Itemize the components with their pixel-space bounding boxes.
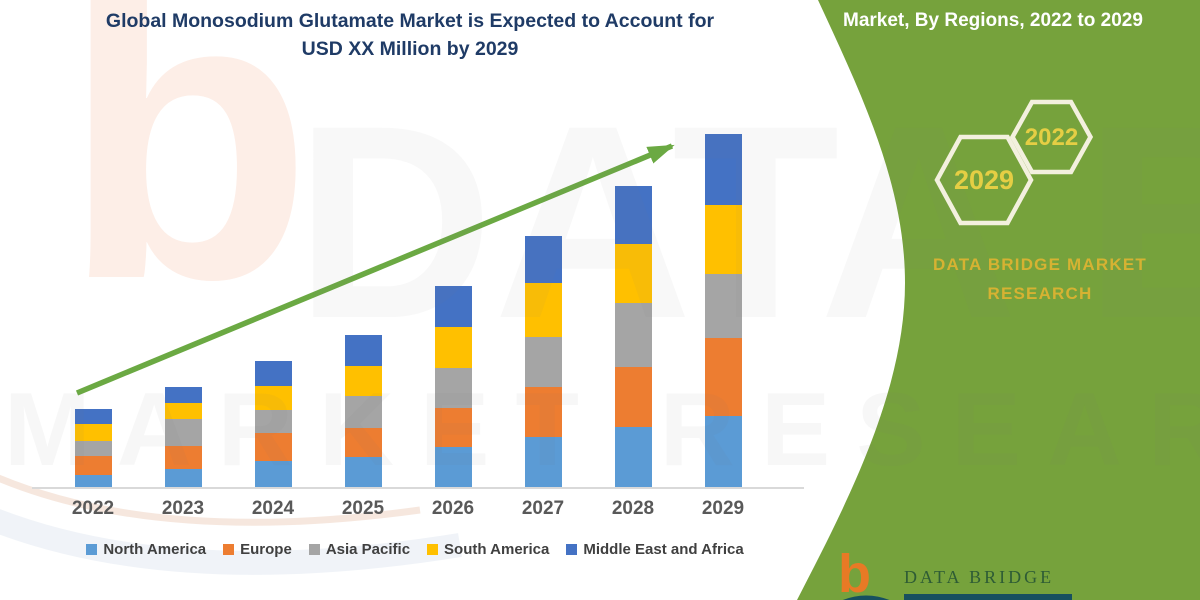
x-axis-label-2029: 2029 bbox=[701, 498, 745, 519]
bar-2025-segment-south-america bbox=[344, 366, 382, 396]
sidebar-brand-text: DATA BRIDGE MARKET RESEARCH bbox=[898, 250, 1182, 308]
bar-2029-segment-asia-pacific bbox=[704, 274, 742, 338]
legend-label: South America bbox=[444, 541, 550, 558]
hexagon-2029 bbox=[934, 134, 1034, 226]
bar-2026-segment-europe bbox=[434, 408, 472, 447]
bar-2022-segment-asia-pacific bbox=[74, 441, 112, 456]
bar-2027-segment-south-america bbox=[524, 283, 562, 337]
chart-title-line2: USD XX Million by 2029 bbox=[301, 38, 519, 60]
bar-2024-segment-middle-east-and-africa bbox=[254, 361, 292, 386]
footer-logo-swoosh-icon bbox=[842, 595, 890, 600]
bar-2026-segment-south-america bbox=[434, 327, 472, 368]
bar-2023-segment-south-america bbox=[164, 403, 202, 419]
bar-2022-segment-europe bbox=[74, 456, 112, 475]
legend-swatch-icon bbox=[566, 544, 578, 555]
bar-2028-segment-asia-pacific bbox=[614, 303, 652, 367]
bar-2028-segment-middle-east-and-africa bbox=[614, 186, 652, 244]
bar-2025-segment-asia-pacific bbox=[344, 396, 382, 428]
bar-2026 bbox=[434, 286, 472, 487]
bar-2023 bbox=[164, 387, 202, 487]
bar-2029-segment-south-america bbox=[704, 205, 742, 274]
brand-line1: DATA BRIDGE MARKET bbox=[933, 255, 1147, 274]
bar-2027-segment-asia-pacific bbox=[524, 337, 562, 387]
footer-logo-strip bbox=[904, 594, 1072, 600]
legend-item-middle-east-and-africa: Middle East and Africa bbox=[566, 541, 744, 558]
bar-2027-segment-north-america bbox=[524, 437, 562, 487]
brand-line2: RESEARCH bbox=[987, 284, 1093, 303]
x-axis-label-2028: 2028 bbox=[611, 498, 655, 519]
bar-2025-segment-europe bbox=[344, 428, 382, 457]
chart-title-line1: Global Monosodium Glutamate Market is Ex… bbox=[105, 10, 715, 32]
bar-2023-segment-europe bbox=[164, 446, 202, 469]
bar-2023-segment-middle-east-and-africa bbox=[164, 387, 202, 403]
bar-2023-segment-asia-pacific bbox=[164, 419, 202, 446]
bar-2024-segment-europe bbox=[254, 433, 292, 461]
chart-title: Global Monosodium Glutamate Market is Ex… bbox=[30, 7, 790, 63]
bar-2024-segment-asia-pacific bbox=[254, 410, 292, 433]
bar-2022-segment-middle-east-and-africa bbox=[74, 409, 112, 424]
bar-2028-segment-south-america bbox=[614, 244, 652, 303]
legend-label: Middle East and Africa bbox=[583, 541, 744, 558]
x-axis-label-2027: 2027 bbox=[521, 498, 565, 519]
footer-logo-b-icon: b bbox=[838, 544, 871, 600]
bar-2029-segment-north-america bbox=[704, 416, 742, 487]
bar-2027 bbox=[524, 236, 562, 487]
bar-2025-segment-middle-east-and-africa bbox=[344, 335, 382, 366]
bar-2028-segment-europe bbox=[614, 367, 652, 427]
bar-2029 bbox=[704, 134, 742, 487]
bar-2027-segment-middle-east-and-africa bbox=[524, 236, 562, 283]
bar-2028 bbox=[614, 186, 652, 487]
bar-2024-segment-south-america bbox=[254, 386, 292, 410]
hexagon-2022 bbox=[1009, 99, 1094, 175]
bar-2026-segment-north-america bbox=[434, 447, 472, 487]
bar-2028-segment-north-america bbox=[614, 427, 652, 487]
footer-logo-wordmark: DATA BRIDGE bbox=[904, 567, 1055, 587]
hexagon-2022-label: 2022 bbox=[1025, 124, 1078, 151]
bar-2027-segment-europe bbox=[524, 387, 562, 437]
year-hexagons: 2022 2029 bbox=[934, 99, 1094, 226]
sidebar-title: Market, By Regions, 2022 to 2029 bbox=[843, 10, 1143, 31]
bar-2029-segment-middle-east-and-africa bbox=[704, 134, 742, 205]
bar-2026-segment-asia-pacific bbox=[434, 368, 472, 408]
bar-2029-segment-europe bbox=[704, 338, 742, 416]
hexagon-2029-label: 2029 bbox=[954, 165, 1014, 195]
trend-arrow-icon bbox=[75, 143, 675, 396]
bar-2022-segment-south-america bbox=[74, 424, 112, 441]
bar-2026-segment-middle-east-and-africa bbox=[434, 286, 472, 327]
